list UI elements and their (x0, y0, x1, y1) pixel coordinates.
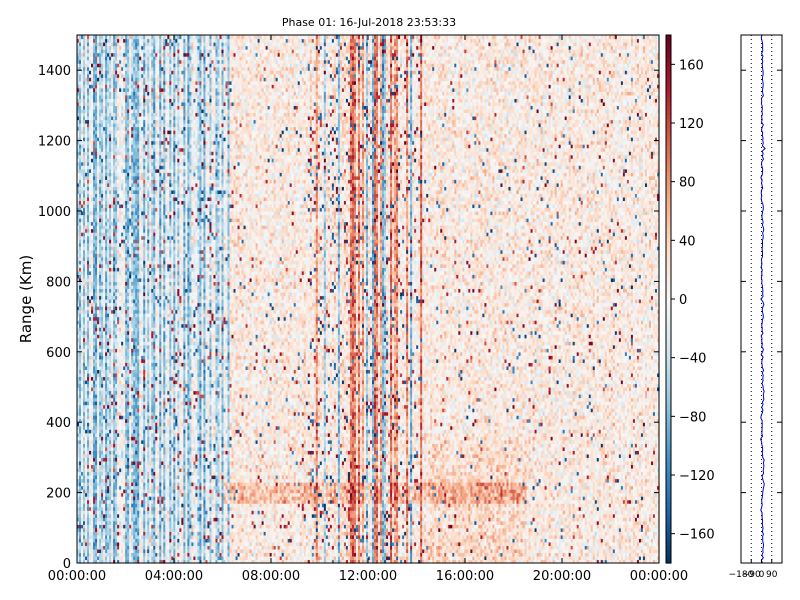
chart-title: Phase 01: 16-Jul-2018 23:53:33 (282, 16, 456, 29)
heatmap-cells (77, 35, 660, 564)
figure: Phase 01: 16-Jul-2018 23:53:33 020040060… (0, 0, 800, 600)
